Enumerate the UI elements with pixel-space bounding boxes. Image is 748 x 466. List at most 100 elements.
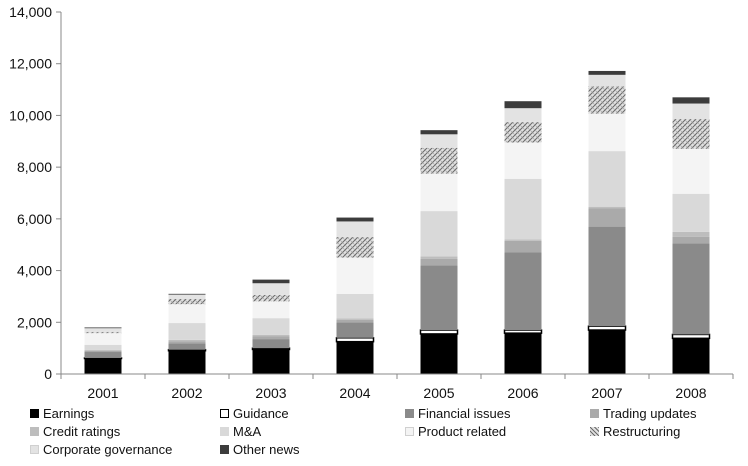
x-tick-label: 2004 [339,385,370,401]
bar-segment-trading-updates-2006 [504,240,542,253]
bar-segment-corporate-governance-2008 [672,103,710,120]
bar-segment-credit-ratings-2003 [252,334,290,337]
bar-segment-financial-issues-2005 [420,265,458,331]
bar-segment-trading-updates-2005 [420,258,458,266]
bar-segment-product-related-2002 [168,304,206,324]
legend-item: Guidance [220,406,289,421]
bar-segment-product-related-2008 [672,148,710,194]
legend-swatch [30,409,39,418]
bar-segment-guidance-2002 [167,348,207,352]
bars-layer [83,70,711,374]
bar-segment-financial-issues-2004 [336,322,374,338]
y-tick-label: 2,000 [17,314,52,330]
bar-segment-corporate-governance-2001 [84,328,122,332]
bar-segment-financial-issues-2001 [84,352,122,358]
bar-segment-restructuring-2008 [672,119,710,149]
legend-swatch [30,427,39,436]
bar-segment-restructuring-2007 [588,86,626,114]
bar-segment-trading-updates-2002 [168,341,206,344]
bar-segment-credit-ratings-2008 [672,231,710,237]
bar-segment-other-news-2006 [504,101,542,109]
legend-item: Earnings [30,406,94,421]
bar-segment-trading-updates-2007 [588,208,626,227]
bar-segment-credit-ratings-2006 [504,239,542,241]
bar-segment-guidance-2006 [503,329,543,334]
legend-item: Other news [220,442,299,457]
bar-segment-corporate-governance-2007 [588,74,626,87]
bar-segment-m-a-2003 [252,318,290,335]
bar-segment-earnings-2003 [252,349,290,374]
bar-segment-earnings-2006 [504,333,542,374]
legend-swatch [405,427,414,436]
bar-segment-other-news-2002 [168,293,206,295]
legend-swatch [220,427,229,436]
bar-segment-corporate-governance-2002 [168,294,206,300]
x-tick-label: 2007 [591,385,622,401]
legend-swatch [220,445,229,454]
bar-segment-corporate-governance-2004 [336,221,374,237]
bar-segment-guidance-2001 [83,357,123,360]
legend-label: Financial issues [418,406,511,421]
legend-swatch [590,427,599,436]
legend-label: Earnings [43,406,95,421]
bar-segment-credit-ratings-2005 [420,256,458,259]
bar-segment-trading-updates-2003 [252,336,290,340]
legend-label: Guidance [233,406,289,421]
bar-segment-credit-ratings-2007 [588,206,626,209]
bar-segment-product-related-2007 [588,113,626,152]
bar-segment-credit-ratings-2001 [84,349,122,351]
legend-item: Financial issues [405,406,511,421]
bar-segment-product-related-2003 [252,301,290,319]
bar-segment-m-a-2004 [336,293,374,319]
bar-segment-guidance-2005 [419,329,459,335]
bar-segment-other-news-2007 [588,70,626,75]
legend-item: M&A [220,424,261,439]
x-tick-label: 2005 [423,385,454,401]
bar-segment-m-a-2005 [420,211,458,257]
bar-segment-financial-issues-2008 [672,243,710,335]
bar-segment-m-a-2001 [84,344,122,350]
legend-item: Product related [405,424,506,439]
bar-segment-product-related-2004 [336,257,374,294]
bar-segment-corporate-governance-2006 [504,108,542,122]
legend-item: Credit ratings [30,424,120,439]
bar-segment-earnings-2001 [84,358,122,374]
bar-segment-guidance-2008 [671,333,711,340]
bar-segment-other-news-2004 [336,217,374,222]
bar-segment-trading-updates-2004 [336,319,374,323]
legend-swatch [405,409,414,418]
bar-segment-product-related-2005 [420,173,458,212]
y-tick-label: 12,000 [9,56,52,72]
bar-segment-restructuring-2001 [84,331,122,334]
x-tick-label: 2008 [675,385,706,401]
bar-segment-restructuring-2003 [252,294,290,302]
bar-segment-m-a-2008 [672,193,710,232]
x-tick-label: 2006 [507,385,538,401]
legend-label: Corporate governance [43,442,173,457]
bar-segment-trading-updates-2008 [672,236,710,244]
bar-segment-restructuring-2005 [420,147,458,174]
bar-segment-corporate-governance-2005 [420,134,458,148]
legend-swatch [220,409,229,418]
legend-label: Product related [418,424,507,439]
bar-segment-m-a-2006 [504,178,542,240]
bar-segment-credit-ratings-2002 [168,339,206,342]
bar-segment-trading-updates-2001 [84,350,122,353]
bar-segment-other-news-2001 [84,327,122,329]
legend-swatch [590,409,599,418]
bar-segment-financial-issues-2007 [588,226,626,327]
x-tick-label: 2001 [87,385,118,401]
bar-segment-earnings-2002 [168,350,206,374]
bar-segment-corporate-governance-2003 [252,283,290,295]
bar-segment-m-a-2002 [168,323,206,340]
y-tick-label: 6,000 [17,211,52,227]
bar-segment-restructuring-2002 [168,299,206,305]
legend-item: Restructuring [590,424,680,439]
legend-label: Restructuring [603,424,681,439]
legend-label: M&A [233,424,262,439]
bar-segment-credit-ratings-2004 [336,318,374,320]
axes: 0 2,000 4,000 6,000 8,000 10,000 12,000 14,000 2… [9,4,734,401]
bar-segment-earnings-2005 [420,333,458,374]
bar-segment-guidance-2003 [251,347,291,351]
